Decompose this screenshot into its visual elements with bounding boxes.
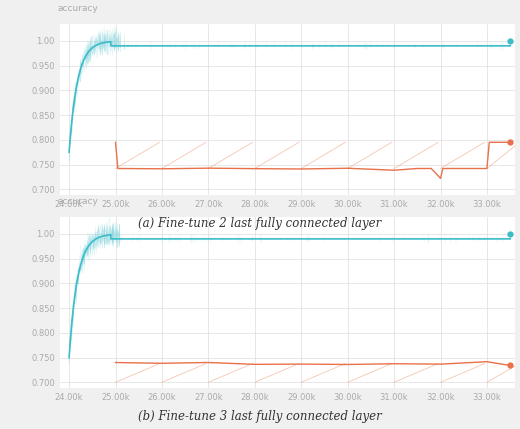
Text: accuracy: accuracy bbox=[58, 4, 98, 13]
Text: (a) Fine-tune 2 last fully connected layer: (a) Fine-tune 2 last fully connected lay… bbox=[138, 217, 382, 230]
Text: accuracy: accuracy bbox=[58, 197, 98, 206]
Text: (b) Fine-tune 3 last fully connected layer: (b) Fine-tune 3 last fully connected lay… bbox=[138, 410, 382, 423]
